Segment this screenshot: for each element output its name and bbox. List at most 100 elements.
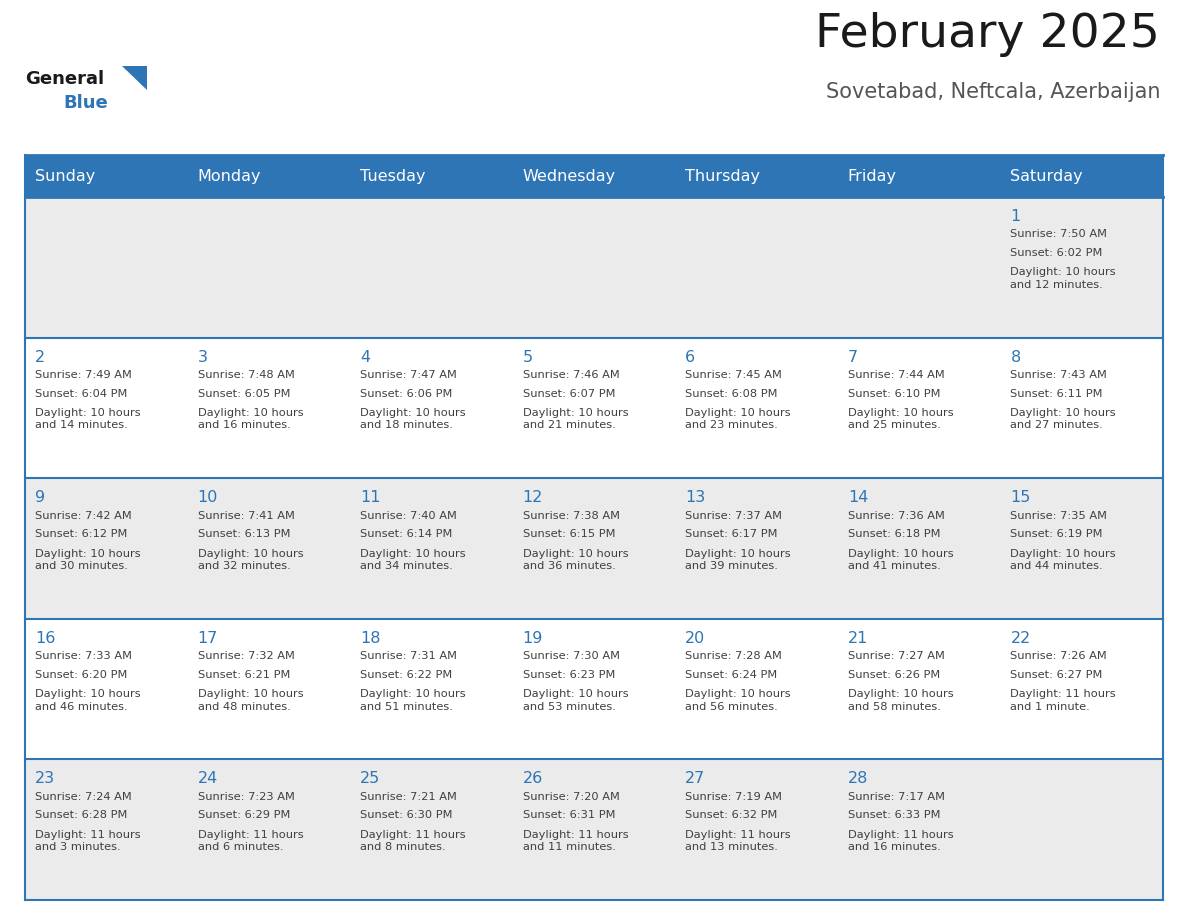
Text: Sunset: 6:22 PM: Sunset: 6:22 PM	[360, 670, 453, 680]
Text: Daylight: 10 hours
and 34 minutes.: Daylight: 10 hours and 34 minutes.	[360, 549, 466, 571]
Text: Blue: Blue	[63, 94, 108, 112]
Text: Daylight: 10 hours
and 46 minutes.: Daylight: 10 hours and 46 minutes.	[34, 689, 140, 711]
Text: Daylight: 11 hours
and 13 minutes.: Daylight: 11 hours and 13 minutes.	[685, 830, 791, 852]
Text: Sunset: 6:02 PM: Sunset: 6:02 PM	[1011, 248, 1102, 258]
Text: 13: 13	[685, 490, 706, 505]
Text: 25: 25	[360, 771, 380, 787]
Text: 22: 22	[1011, 631, 1031, 645]
Text: 5: 5	[523, 350, 533, 364]
Text: Sunday: Sunday	[34, 169, 95, 184]
Text: Sunrise: 7:24 AM: Sunrise: 7:24 AM	[34, 792, 132, 802]
Text: Daylight: 10 hours
and 27 minutes.: Daylight: 10 hours and 27 minutes.	[1011, 409, 1116, 431]
Text: 11: 11	[360, 490, 380, 505]
Text: Sunset: 6:18 PM: Sunset: 6:18 PM	[848, 529, 941, 539]
Text: Daylight: 10 hours
and 14 minutes.: Daylight: 10 hours and 14 minutes.	[34, 409, 140, 431]
Text: 12: 12	[523, 490, 543, 505]
Text: 26: 26	[523, 771, 543, 787]
Text: Saturday: Saturday	[1011, 169, 1083, 184]
Bar	[25, 619, 1163, 759]
Text: Sunrise: 7:27 AM: Sunrise: 7:27 AM	[848, 651, 944, 661]
Text: Sunset: 6:30 PM: Sunset: 6:30 PM	[360, 811, 453, 821]
Text: Daylight: 10 hours
and 23 minutes.: Daylight: 10 hours and 23 minutes.	[685, 409, 791, 431]
Bar	[25, 478, 1163, 619]
Text: 14: 14	[848, 490, 868, 505]
Text: Daylight: 10 hours
and 56 minutes.: Daylight: 10 hours and 56 minutes.	[685, 689, 791, 711]
Text: Daylight: 10 hours
and 53 minutes.: Daylight: 10 hours and 53 minutes.	[523, 689, 628, 711]
Text: Sunrise: 7:23 AM: Sunrise: 7:23 AM	[197, 792, 295, 802]
Text: Sunrise: 7:43 AM: Sunrise: 7:43 AM	[1011, 370, 1107, 380]
Text: February 2025: February 2025	[815, 12, 1159, 57]
Text: Sunrise: 7:49 AM: Sunrise: 7:49 AM	[34, 370, 132, 380]
Text: Sunset: 6:12 PM: Sunset: 6:12 PM	[34, 529, 127, 539]
Text: Daylight: 10 hours
and 30 minutes.: Daylight: 10 hours and 30 minutes.	[34, 549, 140, 571]
Text: Tuesday: Tuesday	[360, 169, 425, 184]
Text: 1: 1	[1011, 209, 1020, 224]
Text: 18: 18	[360, 631, 380, 645]
Bar	[25, 759, 1163, 900]
Text: Sunrise: 7:17 AM: Sunrise: 7:17 AM	[848, 792, 944, 802]
Text: Sunset: 6:29 PM: Sunset: 6:29 PM	[197, 811, 290, 821]
Text: Daylight: 10 hours
and 51 minutes.: Daylight: 10 hours and 51 minutes.	[360, 689, 466, 711]
Text: Sunrise: 7:44 AM: Sunrise: 7:44 AM	[848, 370, 944, 380]
Text: Daylight: 10 hours
and 39 minutes.: Daylight: 10 hours and 39 minutes.	[685, 549, 791, 571]
Text: 10: 10	[197, 490, 217, 505]
Text: 6: 6	[685, 350, 695, 364]
Text: Sunrise: 7:21 AM: Sunrise: 7:21 AM	[360, 792, 457, 802]
Text: Sunrise: 7:50 AM: Sunrise: 7:50 AM	[1011, 230, 1107, 240]
Text: 4: 4	[360, 350, 371, 364]
Text: Sunrise: 7:36 AM: Sunrise: 7:36 AM	[848, 510, 944, 521]
Text: Sunrise: 7:47 AM: Sunrise: 7:47 AM	[360, 370, 457, 380]
Text: Daylight: 11 hours
and 11 minutes.: Daylight: 11 hours and 11 minutes.	[523, 830, 628, 852]
Text: 19: 19	[523, 631, 543, 645]
Text: Sunset: 6:06 PM: Sunset: 6:06 PM	[360, 388, 453, 398]
Text: Sunset: 6:15 PM: Sunset: 6:15 PM	[523, 529, 615, 539]
Text: Sunrise: 7:38 AM: Sunrise: 7:38 AM	[523, 510, 620, 521]
Text: Daylight: 10 hours
and 12 minutes.: Daylight: 10 hours and 12 minutes.	[1011, 267, 1116, 290]
Text: Sunrise: 7:31 AM: Sunrise: 7:31 AM	[360, 651, 457, 661]
Text: Friday: Friday	[848, 169, 897, 184]
Text: 3: 3	[197, 350, 208, 364]
Text: Sunset: 6:17 PM: Sunset: 6:17 PM	[685, 529, 778, 539]
Polygon shape	[122, 66, 147, 90]
Text: Daylight: 11 hours
and 3 minutes.: Daylight: 11 hours and 3 minutes.	[34, 830, 140, 852]
Text: Sunset: 6:14 PM: Sunset: 6:14 PM	[360, 529, 453, 539]
Text: Daylight: 10 hours
and 25 minutes.: Daylight: 10 hours and 25 minutes.	[848, 409, 954, 431]
Text: Sunset: 6:33 PM: Sunset: 6:33 PM	[848, 811, 941, 821]
Text: Sunrise: 7:30 AM: Sunrise: 7:30 AM	[523, 651, 620, 661]
Text: Sunset: 6:27 PM: Sunset: 6:27 PM	[1011, 670, 1102, 680]
Text: Daylight: 11 hours
and 6 minutes.: Daylight: 11 hours and 6 minutes.	[197, 830, 303, 852]
Text: Sunset: 6:20 PM: Sunset: 6:20 PM	[34, 670, 127, 680]
Text: Sunrise: 7:35 AM: Sunrise: 7:35 AM	[1011, 510, 1107, 521]
Text: Sunset: 6:11 PM: Sunset: 6:11 PM	[1011, 388, 1102, 398]
Bar	[25, 338, 1163, 478]
Text: Thursday: Thursday	[685, 169, 760, 184]
Text: Sunset: 6:24 PM: Sunset: 6:24 PM	[685, 670, 777, 680]
Text: Sunset: 6:23 PM: Sunset: 6:23 PM	[523, 670, 615, 680]
Text: Sunrise: 7:41 AM: Sunrise: 7:41 AM	[197, 510, 295, 521]
Text: Sunrise: 7:42 AM: Sunrise: 7:42 AM	[34, 510, 132, 521]
Text: 24: 24	[197, 771, 217, 787]
Text: Sunrise: 7:37 AM: Sunrise: 7:37 AM	[685, 510, 782, 521]
Text: Sunset: 6:08 PM: Sunset: 6:08 PM	[685, 388, 778, 398]
Text: 16: 16	[34, 631, 56, 645]
Text: Sunset: 6:19 PM: Sunset: 6:19 PM	[1011, 529, 1102, 539]
Text: Sunrise: 7:40 AM: Sunrise: 7:40 AM	[360, 510, 457, 521]
Text: 17: 17	[197, 631, 217, 645]
Text: Sunset: 6:31 PM: Sunset: 6:31 PM	[523, 811, 615, 821]
Text: Sunset: 6:28 PM: Sunset: 6:28 PM	[34, 811, 127, 821]
Text: Sunset: 6:32 PM: Sunset: 6:32 PM	[685, 811, 778, 821]
Text: General: General	[25, 70, 105, 88]
Text: 15: 15	[1011, 490, 1031, 505]
Text: Sunset: 6:13 PM: Sunset: 6:13 PM	[197, 529, 290, 539]
Text: Sunrise: 7:46 AM: Sunrise: 7:46 AM	[523, 370, 619, 380]
Text: 27: 27	[685, 771, 706, 787]
Text: Sunset: 6:04 PM: Sunset: 6:04 PM	[34, 388, 127, 398]
Text: Daylight: 11 hours
and 1 minute.: Daylight: 11 hours and 1 minute.	[1011, 689, 1116, 711]
Text: Daylight: 10 hours
and 18 minutes.: Daylight: 10 hours and 18 minutes.	[360, 409, 466, 431]
Text: Daylight: 10 hours
and 32 minutes.: Daylight: 10 hours and 32 minutes.	[197, 549, 303, 571]
Text: Daylight: 10 hours
and 21 minutes.: Daylight: 10 hours and 21 minutes.	[523, 409, 628, 431]
Text: Monday: Monday	[197, 169, 261, 184]
Text: 23: 23	[34, 771, 55, 787]
Text: Wednesday: Wednesday	[523, 169, 615, 184]
Text: Sunset: 6:26 PM: Sunset: 6:26 PM	[848, 670, 940, 680]
